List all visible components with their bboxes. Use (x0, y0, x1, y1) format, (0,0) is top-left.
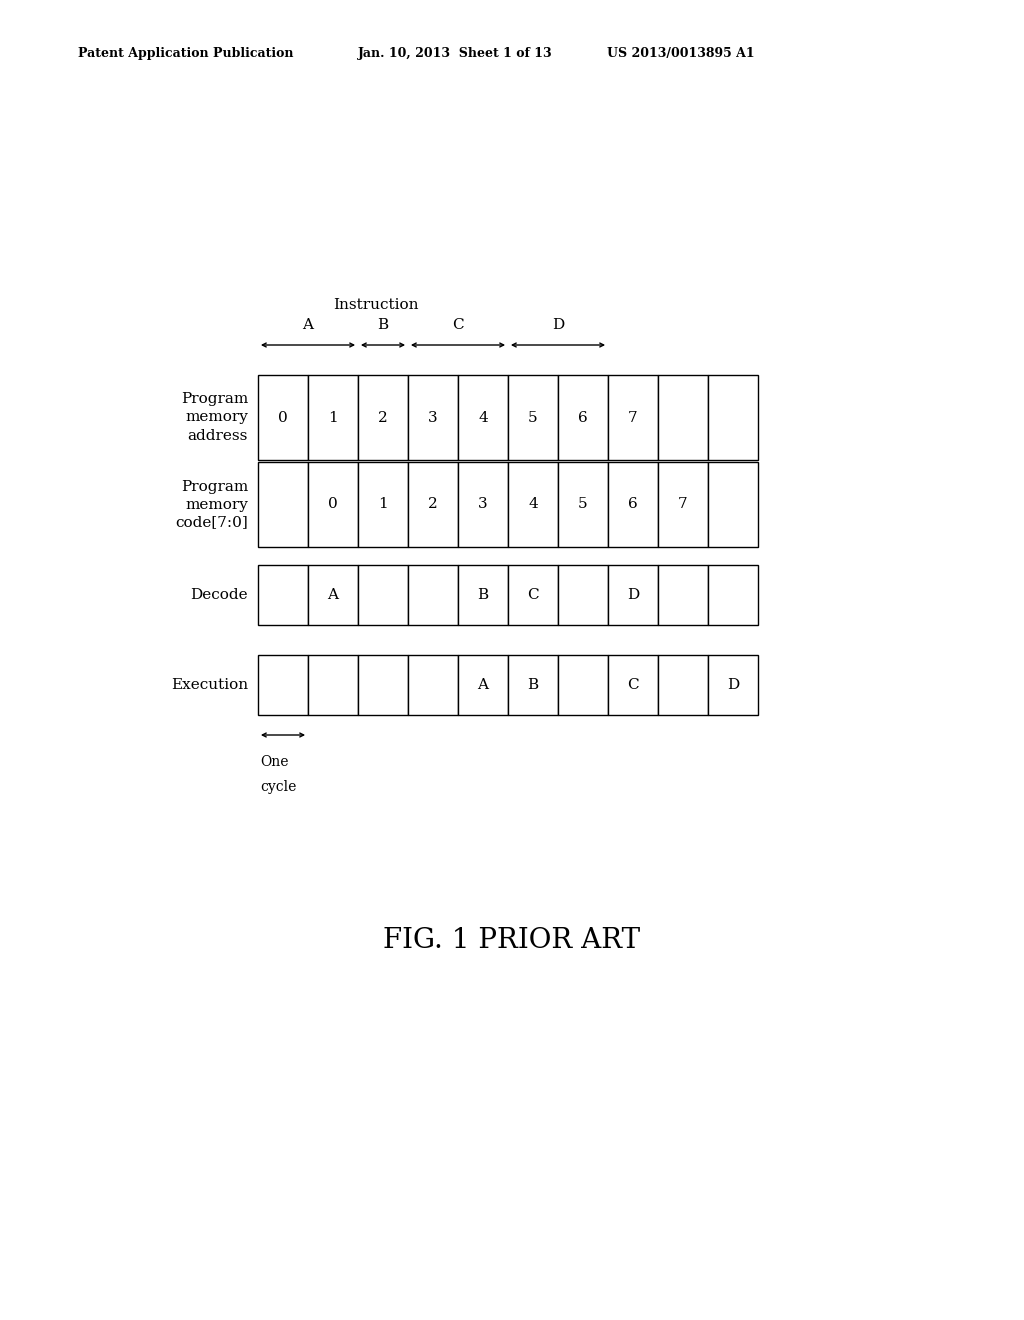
Bar (458, 565, 508, 624)
Text: B: B (378, 318, 388, 333)
Text: Patent Application Publication: Patent Application Publication (78, 46, 294, 59)
Text: 7: 7 (678, 498, 688, 511)
Bar (608, 375, 658, 459)
Bar (708, 462, 758, 546)
Text: 2: 2 (378, 411, 388, 425)
Bar (258, 565, 308, 624)
Text: 2: 2 (428, 498, 438, 511)
Bar (658, 462, 708, 546)
Text: 6: 6 (628, 498, 638, 511)
Bar (608, 655, 658, 715)
Bar (608, 462, 658, 546)
Bar (358, 375, 408, 459)
Bar (358, 655, 408, 715)
Bar (458, 375, 508, 459)
Text: code[7:0]: code[7:0] (175, 516, 248, 529)
Text: 1: 1 (378, 498, 388, 511)
Text: Instruction: Instruction (333, 298, 419, 312)
Bar (508, 375, 558, 459)
Bar (658, 375, 708, 459)
Bar (558, 462, 608, 546)
Bar (458, 462, 508, 546)
Bar (458, 655, 508, 715)
Text: address: address (187, 429, 248, 442)
Text: 3: 3 (428, 411, 438, 425)
Text: FIG. 1 PRIOR ART: FIG. 1 PRIOR ART (383, 927, 641, 953)
Bar (658, 655, 708, 715)
Bar (708, 375, 758, 459)
Text: 1: 1 (328, 411, 338, 425)
Text: B: B (477, 587, 488, 602)
Bar (408, 462, 458, 546)
Text: memory: memory (185, 411, 248, 425)
Bar (308, 375, 358, 459)
Text: 3: 3 (478, 498, 487, 511)
Text: 0: 0 (279, 411, 288, 425)
Bar (508, 565, 558, 624)
Text: Jan. 10, 2013  Sheet 1 of 13: Jan. 10, 2013 Sheet 1 of 13 (358, 46, 553, 59)
Text: 6: 6 (579, 411, 588, 425)
Text: One: One (260, 755, 289, 770)
Text: Program: Program (181, 479, 248, 494)
Text: A: A (477, 678, 488, 692)
Bar (608, 565, 658, 624)
Text: 5: 5 (528, 411, 538, 425)
Text: 7: 7 (628, 411, 638, 425)
Text: 0: 0 (328, 498, 338, 511)
Bar (708, 565, 758, 624)
Text: D: D (552, 318, 564, 333)
Bar (558, 655, 608, 715)
Bar (508, 462, 558, 546)
Text: Program: Program (181, 392, 248, 407)
Text: C: C (453, 318, 464, 333)
Bar (408, 375, 458, 459)
Text: cycle: cycle (260, 780, 296, 795)
Text: memory: memory (185, 498, 248, 511)
Text: 4: 4 (528, 498, 538, 511)
Bar (358, 565, 408, 624)
Bar (308, 655, 358, 715)
Text: C: C (527, 587, 539, 602)
Bar (558, 565, 608, 624)
Bar (508, 655, 558, 715)
Text: A: A (302, 318, 313, 333)
Bar (308, 462, 358, 546)
Text: D: D (727, 678, 739, 692)
Text: Execution: Execution (171, 678, 248, 692)
Text: Decode: Decode (190, 587, 248, 602)
Bar (708, 655, 758, 715)
Bar (358, 462, 408, 546)
Bar (408, 655, 458, 715)
Bar (558, 375, 608, 459)
Text: B: B (527, 678, 539, 692)
Text: 5: 5 (579, 498, 588, 511)
Text: US 2013/0013895 A1: US 2013/0013895 A1 (607, 46, 755, 59)
Bar (258, 462, 308, 546)
Text: A: A (328, 587, 339, 602)
Text: D: D (627, 587, 639, 602)
Bar (308, 565, 358, 624)
Bar (408, 565, 458, 624)
Bar (658, 565, 708, 624)
Text: C: C (627, 678, 639, 692)
Text: 4: 4 (478, 411, 487, 425)
Bar (258, 375, 308, 459)
Bar (258, 655, 308, 715)
